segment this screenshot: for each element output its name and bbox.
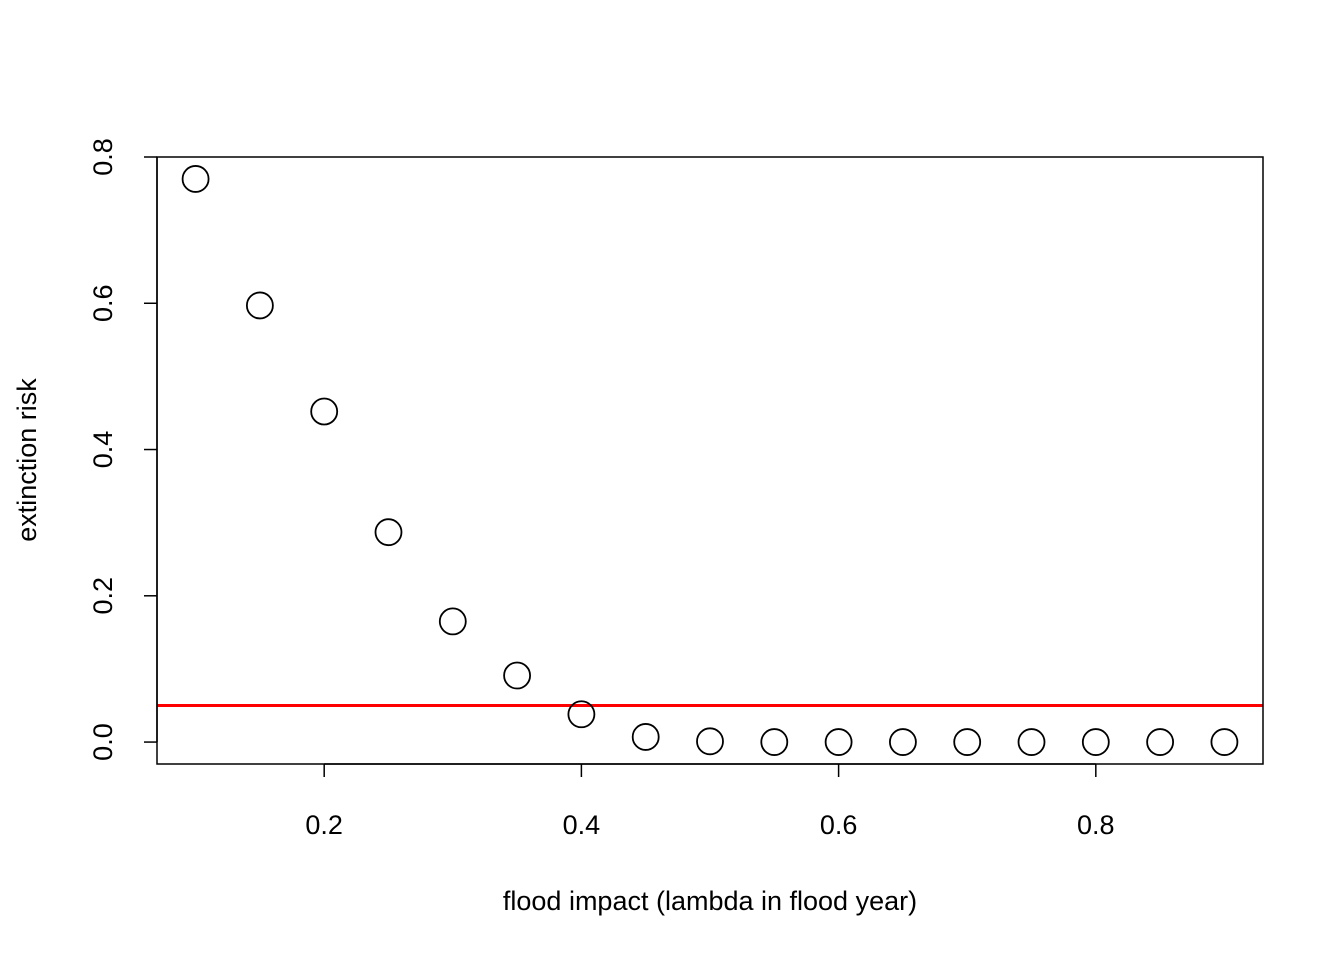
data-point xyxy=(438,607,467,636)
y-axis: 0.0 0.2 0.4 0.6 0.8 xyxy=(88,138,158,761)
y-axis-label: extinction risk xyxy=(12,378,42,542)
data-point xyxy=(631,723,660,751)
x-tick-label: 0.8 xyxy=(1077,810,1115,840)
data-points xyxy=(181,165,1239,756)
x-tick-label: 0.4 xyxy=(563,810,601,840)
data-point xyxy=(374,518,403,547)
data-point xyxy=(181,165,210,193)
y-tick-label: 0.4 xyxy=(88,431,118,469)
x-tick-label: 0.2 xyxy=(305,810,343,840)
data-point xyxy=(889,728,917,756)
data-point xyxy=(1210,728,1239,756)
y-tick-label: 0.6 xyxy=(88,284,118,322)
data-point xyxy=(567,700,596,729)
y-tick-label: 0.8 xyxy=(88,138,118,176)
data-point xyxy=(1017,728,1046,756)
data-point xyxy=(503,661,531,690)
data-point xyxy=(760,728,789,756)
data-point xyxy=(953,728,982,756)
x-axis: 0.2 0.4 0.6 0.8 xyxy=(305,763,1115,840)
y-tick-label: 0.2 xyxy=(88,577,118,615)
data-point xyxy=(245,291,274,320)
x-axis-label: flood impact (lambda in flood year) xyxy=(503,886,917,916)
data-point xyxy=(1081,728,1110,756)
x-tick-label: 0.6 xyxy=(820,810,858,840)
y-tick-label: 0.0 xyxy=(88,723,118,761)
data-point xyxy=(824,728,853,756)
data-point xyxy=(310,397,339,426)
plot-frame xyxy=(156,156,1264,765)
data-point xyxy=(696,727,724,756)
data-point xyxy=(1146,728,1175,756)
